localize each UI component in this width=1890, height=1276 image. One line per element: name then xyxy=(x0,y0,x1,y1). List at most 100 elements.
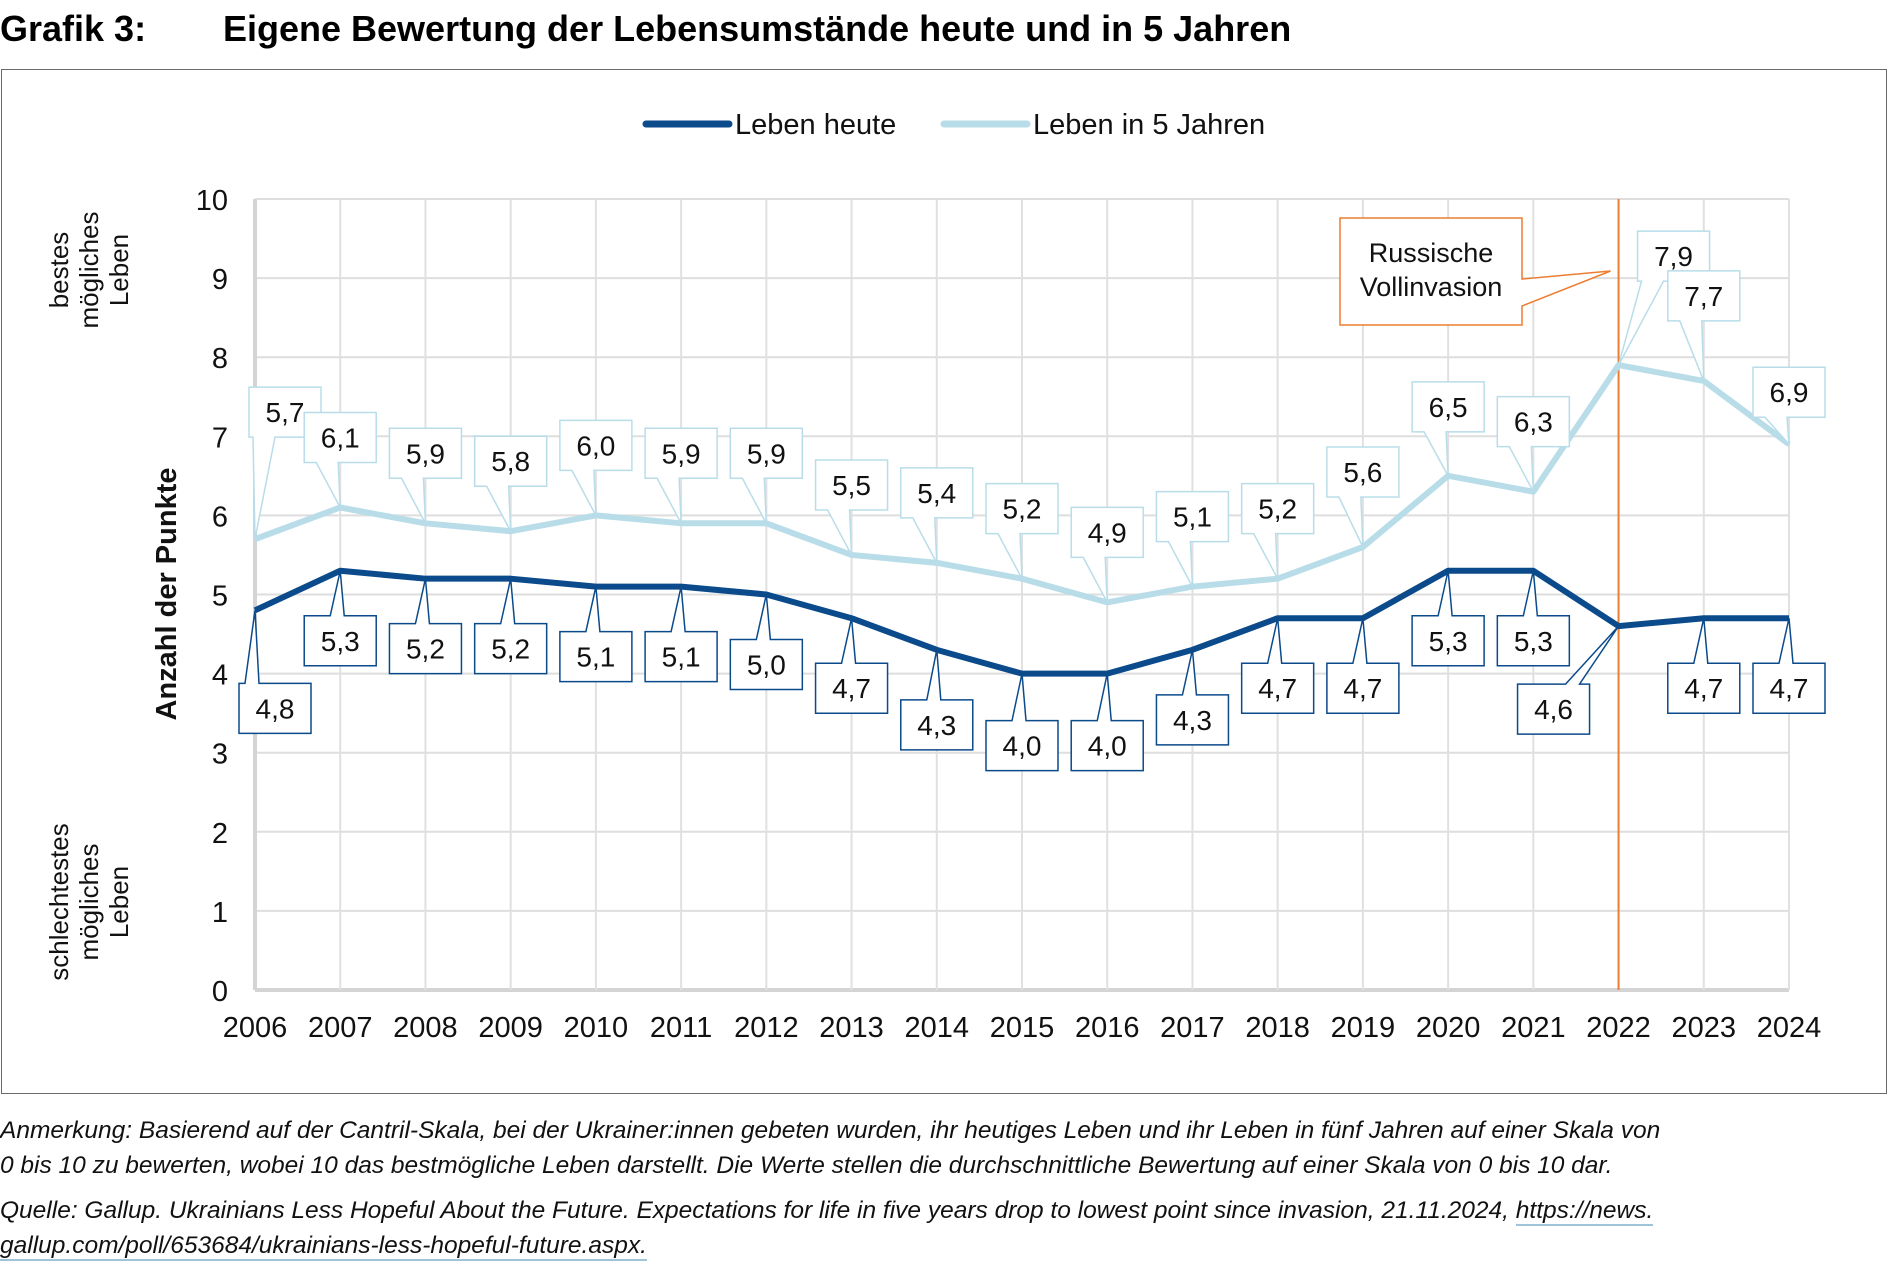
data-label-box xyxy=(388,578,463,675)
chart-title: Eigene Bewertung der Lebensumstände heut… xyxy=(223,8,1292,49)
data-label: 5,4 xyxy=(917,478,956,509)
data-label-box xyxy=(729,594,804,691)
data-label-box xyxy=(1155,490,1230,587)
data-label: 4,3 xyxy=(1173,705,1212,736)
x-tick-label: 2011 xyxy=(650,1012,712,1044)
data-label: 4,9 xyxy=(1088,517,1127,548)
data-label: 4,8 xyxy=(256,693,295,724)
line-chart: 0 1 2 3 4 5 6 7 8 9 10 2006 2007 2008 2009 2010 2011 2012… xyxy=(44,109,1826,1044)
data-label: 4,7 xyxy=(1343,673,1382,704)
y-top-note-line: Leben xyxy=(104,234,134,306)
legend: Leben heute Leben in 5 Jahren xyxy=(642,109,1265,141)
data-label-box xyxy=(900,649,974,751)
data-label: 4,7 xyxy=(1684,673,1723,704)
x-tick-label: 2016 xyxy=(1075,1012,1140,1044)
x-tick-label: 2022 xyxy=(1586,1012,1651,1044)
x-tick-label: 2017 xyxy=(1160,1012,1225,1044)
data-labels: 5,7 6,1 5,9 5,8 6,0 5,9 5,9 5,5 5,4 5,2 4,9 5,1 5,2 5… xyxy=(238,230,1826,772)
data-label: 6,9 xyxy=(1770,377,1809,408)
x-tick-label: 2019 xyxy=(1331,1012,1396,1044)
data-label-box xyxy=(1411,381,1485,477)
x-tick-label: 2015 xyxy=(990,1012,1055,1044)
data-label: 4,6 xyxy=(1534,694,1573,725)
data-label: 5,1 xyxy=(576,642,615,673)
footnotes: Anmerkung: Basierend auf der Cantril-Ska… xyxy=(0,1113,1890,1273)
data-label-box xyxy=(1070,506,1144,603)
data-label: 6,0 xyxy=(576,430,615,461)
note-quelle: Quelle: Gallup. Ukrainians Less Hopeful … xyxy=(0,1193,1890,1263)
invasion-callout-box xyxy=(1339,217,1611,326)
data-label: 6,5 xyxy=(1429,392,1468,423)
data-label: 6,1 xyxy=(321,422,360,453)
data-label: 7,9 xyxy=(1654,241,1693,272)
y-tick-label: 4 xyxy=(212,660,228,692)
data-label-box xyxy=(473,578,548,675)
data-label-box xyxy=(900,467,974,564)
x-tick-label: 2024 xyxy=(1757,1012,1822,1044)
data-label: 7,7 xyxy=(1684,281,1723,312)
data-label: 5,6 xyxy=(1343,457,1382,488)
legend-label: Leben heute xyxy=(735,109,896,141)
data-label-box xyxy=(303,411,377,508)
data-label: 5,9 xyxy=(406,438,445,469)
data-label-box xyxy=(985,482,1059,580)
data-label: 5,3 xyxy=(1429,626,1468,657)
x-tick-label: 2020 xyxy=(1416,1012,1481,1044)
y-bottom-note-line: Leben xyxy=(104,866,134,938)
x-tick-label: 2008 xyxy=(393,1012,458,1044)
invasion-callout-text: Vollinvasion xyxy=(1360,272,1503,302)
data-label-box xyxy=(1752,618,1826,714)
data-label-box xyxy=(1667,270,1741,382)
y-bottom-note-line: mögliches xyxy=(74,843,104,960)
figure-number: Grafik 3: xyxy=(0,8,147,49)
y-tick-label: 6 xyxy=(212,501,228,533)
data-label-box xyxy=(644,427,718,524)
legend-label: Leben in 5 Jahren xyxy=(1033,109,1265,141)
data-label: 4,0 xyxy=(1088,731,1127,762)
data-label-box xyxy=(1240,482,1315,580)
data-label-box xyxy=(1240,618,1315,714)
data-label-box xyxy=(985,673,1059,772)
data-label: 5,1 xyxy=(1173,502,1212,533)
data-label: 5,5 xyxy=(832,470,871,501)
data-label: 5,3 xyxy=(321,626,360,657)
y-axis-title: Anzahl der Punkte xyxy=(151,468,183,721)
y-bottom-note-line: schlechtestes xyxy=(44,823,74,981)
y-top-note-line: mögliches xyxy=(74,211,104,328)
x-tick-label: 2014 xyxy=(905,1012,970,1044)
data-label: 5,9 xyxy=(747,438,786,469)
y-tick-label: 5 xyxy=(212,581,228,613)
data-label-box xyxy=(248,386,322,540)
data-label-box xyxy=(238,610,312,735)
x-tick-label: 2010 xyxy=(564,1012,629,1044)
data-label-box xyxy=(388,427,463,524)
y-tick-label: 2 xyxy=(212,818,228,850)
data-label-box xyxy=(473,435,548,532)
data-label-box xyxy=(1496,395,1571,493)
data-label: 5,2 xyxy=(1003,494,1042,525)
quelle-text: Quelle: Gallup. Ukrainians Less Hopeful … xyxy=(0,1197,1516,1224)
data-label-box xyxy=(559,586,633,683)
source-link-part-1[interactable]: https://news. xyxy=(1515,1197,1654,1226)
gridlines xyxy=(253,198,1790,992)
data-label-box xyxy=(1411,570,1485,667)
data-label-box xyxy=(814,459,889,556)
x-tick-label: 2006 xyxy=(223,1012,288,1044)
y-tick-label: 9 xyxy=(212,264,228,296)
data-label: 4,0 xyxy=(1003,731,1042,762)
data-label-box xyxy=(1617,230,1711,366)
data-label: 4,7 xyxy=(832,673,871,704)
data-label-box xyxy=(1326,618,1400,714)
data-label-box xyxy=(1667,618,1741,714)
data-label-box xyxy=(1070,673,1144,772)
y-tick-label: 8 xyxy=(212,343,228,375)
source-link-part-2[interactable]: gallup.com/poll/653684/ukrainians-less-h… xyxy=(0,1232,647,1261)
y-tick-label: 10 xyxy=(196,185,228,217)
anmerkung-line-1: Anmerkung: Basierend auf der Cantril-Ska… xyxy=(0,1117,1661,1144)
data-label: 5,2 xyxy=(406,634,445,665)
axes: 0 1 2 3 4 5 6 7 8 9 10 2006 2007 2008 2009 2010 2011 2012… xyxy=(44,185,1821,1044)
x-tick-label: 2012 xyxy=(734,1012,799,1044)
invasion-callout-text: Russische xyxy=(1369,238,1494,268)
data-label-box xyxy=(729,427,804,524)
x-tick-label: 2021 xyxy=(1501,1012,1566,1044)
